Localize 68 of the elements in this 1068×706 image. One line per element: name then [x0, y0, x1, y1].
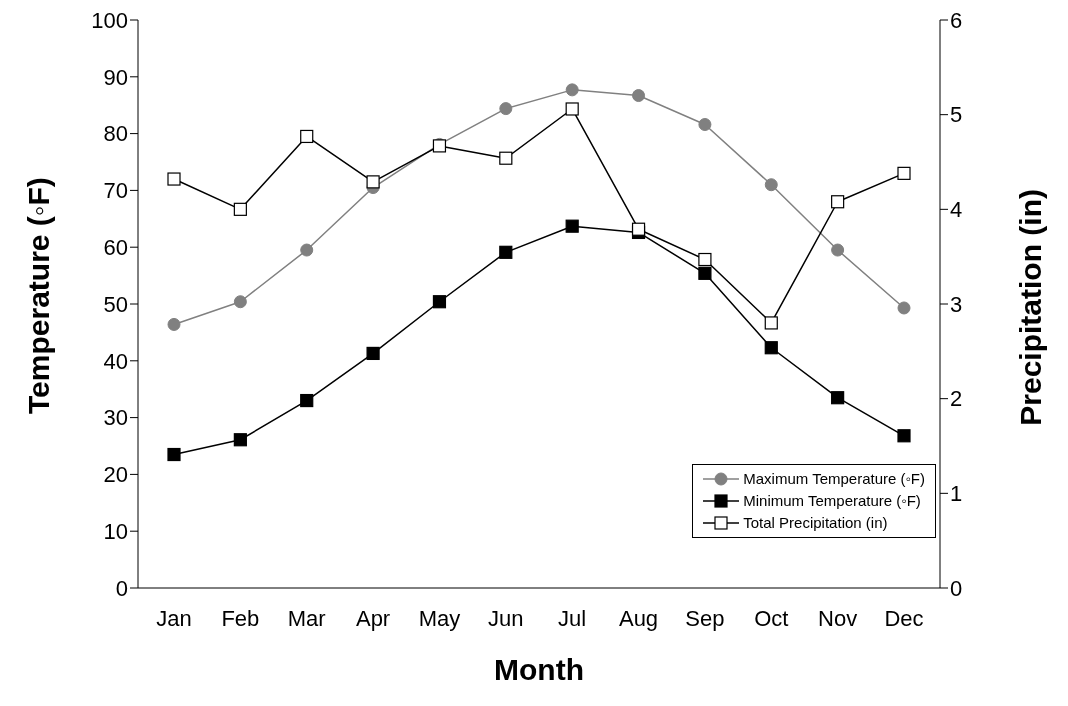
- point: [366, 175, 380, 189]
- point: [698, 118, 712, 132]
- y2-tick-label: 1: [950, 481, 963, 507]
- x-tick-label: Dec: [884, 605, 924, 631]
- point: [897, 166, 911, 180]
- point: [366, 346, 380, 361]
- y-tick-label: 70: [103, 178, 128, 204]
- y-tick-label: 40: [103, 348, 128, 374]
- y-tick-label: 20: [103, 462, 128, 488]
- point: [698, 252, 712, 267]
- point: [698, 266, 712, 280]
- y2-axis-title: Precipitation (in): [1013, 189, 1047, 426]
- y-tick-label: 60: [103, 235, 128, 261]
- point: [499, 102, 513, 116]
- point: [565, 219, 579, 233]
- x-tick-label: Jan: [156, 605, 192, 631]
- y-tick-label: 50: [103, 291, 128, 317]
- legend-label: Minimum Temperature (◦F): [743, 491, 921, 511]
- point: [565, 83, 579, 97]
- y2-tick-label: 6: [950, 7, 963, 33]
- x-tick-label: Oct: [754, 605, 789, 631]
- y2-tick-label: 5: [950, 102, 963, 128]
- y2-tick-label: 4: [950, 197, 963, 223]
- point: [432, 295, 447, 309]
- point: [764, 316, 778, 330]
- point: [499, 151, 513, 165]
- point: [233, 295, 247, 309]
- point: [167, 447, 181, 462]
- x-tick-label: May: [418, 605, 461, 631]
- point: [764, 178, 778, 192]
- y-tick-label: 80: [103, 121, 128, 147]
- point: [167, 172, 181, 186]
- point: [300, 393, 314, 408]
- y-tick-label: 0: [115, 575, 128, 601]
- point: [300, 129, 314, 144]
- x-tick-label: Jun: [488, 605, 524, 631]
- legend-label: Maximum Temperature (◦F): [743, 469, 925, 489]
- point: [897, 301, 911, 315]
- point: [499, 245, 513, 259]
- y2-tick-label: 3: [950, 291, 963, 317]
- x-axis-title: Month: [494, 653, 584, 686]
- y-tick-label: 30: [103, 405, 128, 431]
- point: [300, 243, 314, 257]
- x-tick-label: Mar: [287, 605, 326, 631]
- x-tick-label: Apr: [355, 605, 391, 631]
- y-tick-label: 100: [91, 7, 128, 33]
- y2-tick-label: 2: [950, 386, 963, 412]
- x-tick-label: Sep: [685, 605, 725, 631]
- legend-label: Total Precipitation (in): [743, 513, 888, 533]
- point: [831, 391, 845, 405]
- x-tick-label: Feb: [221, 605, 260, 631]
- point: [233, 202, 247, 216]
- point: [632, 89, 646, 103]
- point: [565, 102, 579, 116]
- y2-tick-label: 0: [950, 575, 963, 601]
- point: [897, 429, 911, 443]
- y-axis-title: Temperature (◦F): [21, 177, 55, 414]
- y-tick-label: 90: [103, 64, 128, 90]
- x-tick-label: Aug: [618, 605, 659, 631]
- point: [233, 433, 247, 447]
- point: [631, 222, 646, 236]
- x-tick-label: Jul: [558, 605, 587, 631]
- point: [764, 341, 778, 355]
- point: [831, 195, 845, 209]
- y-tick-label: 10: [103, 519, 128, 545]
- x-tick-label: Nov: [818, 605, 858, 631]
- point: [831, 243, 845, 257]
- point: [167, 317, 181, 331]
